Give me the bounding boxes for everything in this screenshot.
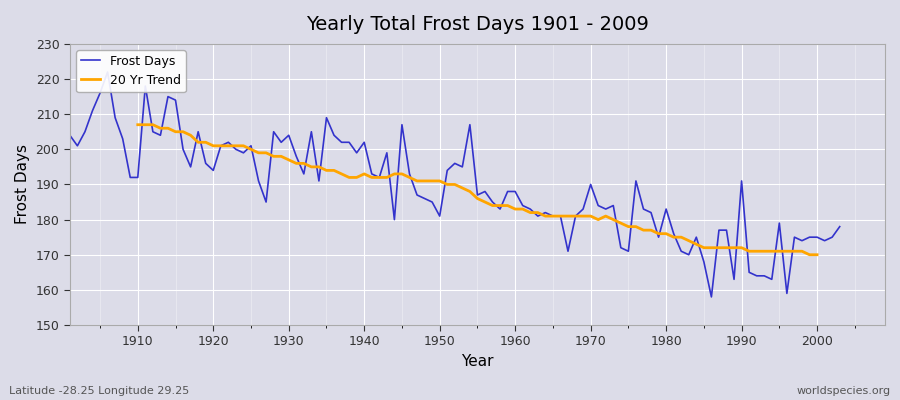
Line: 20 Yr Trend: 20 Yr Trend: [138, 125, 817, 255]
Text: Latitude -28.25 Longitude 29.25: Latitude -28.25 Longitude 29.25: [9, 386, 189, 396]
Y-axis label: Frost Days: Frost Days: [15, 144, 30, 224]
Frost Days: [706, 294, 716, 299]
Line: Frost Days: Frost Days: [70, 72, 840, 297]
Frost Days: [284, 133, 294, 138]
Frost Days: [759, 274, 769, 278]
Title: Yearly Total Frost Days 1901 - 2009: Yearly Total Frost Days 1901 - 2009: [306, 15, 649, 34]
Frost Days: [774, 221, 785, 226]
Frost Days: [796, 238, 807, 243]
20 Yr Trend: [812, 252, 823, 257]
Frost Days: [103, 70, 113, 74]
Legend: Frost Days, 20 Yr Trend: Frost Days, 20 Yr Trend: [76, 50, 185, 92]
20 Yr Trend: [706, 245, 716, 250]
Frost Days: [518, 203, 528, 208]
Text: worldspecies.org: worldspecies.org: [796, 386, 891, 396]
20 Yr Trend: [306, 164, 317, 169]
Frost Days: [65, 133, 76, 138]
20 Yr Trend: [291, 161, 302, 166]
Frost Days: [834, 224, 845, 229]
X-axis label: Year: Year: [461, 354, 494, 369]
20 Yr Trend: [804, 252, 814, 257]
Frost Days: [781, 291, 792, 296]
20 Yr Trend: [132, 122, 143, 127]
20 Yr Trend: [215, 144, 226, 148]
20 Yr Trend: [796, 249, 807, 254]
20 Yr Trend: [789, 249, 800, 254]
